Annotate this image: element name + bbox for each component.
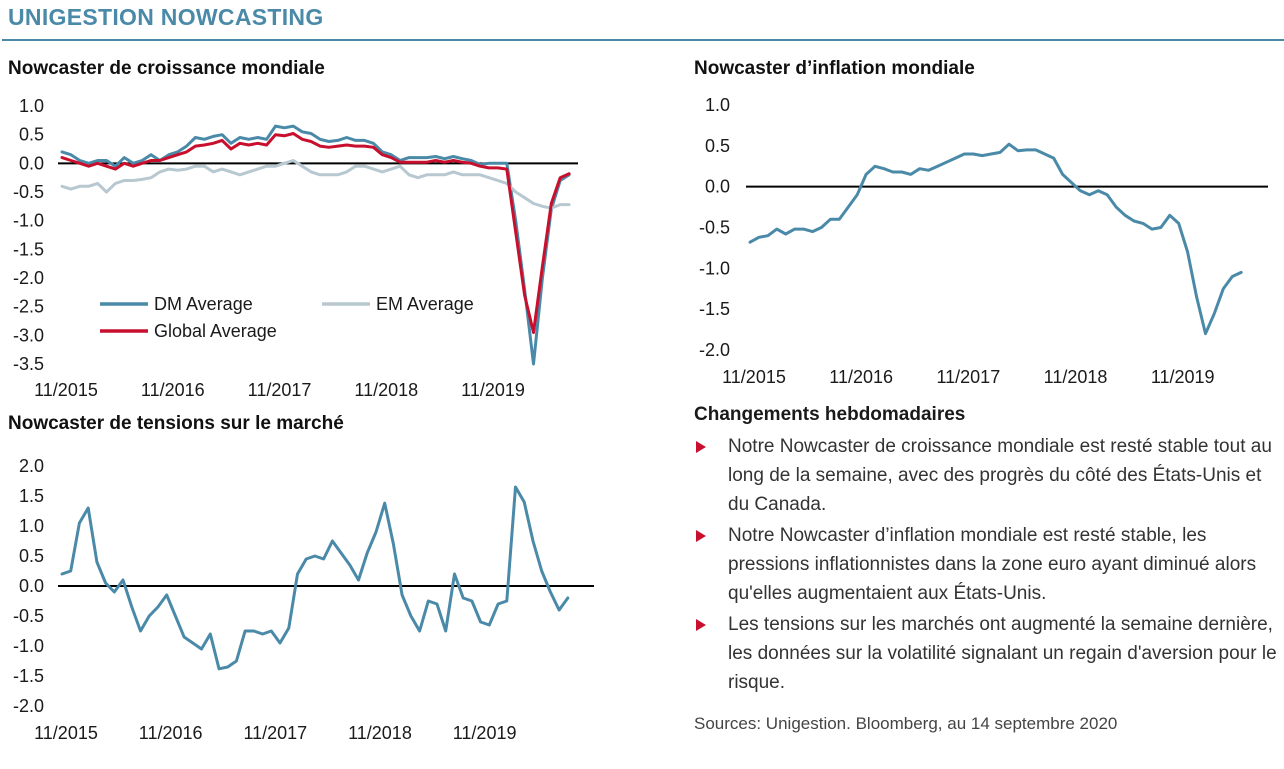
x-tick-label: 11/2017: [248, 380, 312, 400]
x-tick-label: 11/2015: [34, 380, 98, 400]
triangle-bullet-icon: [696, 619, 706, 631]
commentary-bullet: Les tensions sur les marchés ont augment…: [694, 610, 1284, 697]
triangle-bullet-icon: [696, 441, 706, 453]
y-tick-label: -1.0: [699, 258, 730, 278]
series-line-global-average: [60, 132, 571, 334]
commentary-bullet: Notre Nowcaster d’inflation mondiale est…: [694, 521, 1284, 608]
y-tick-label: 1.5: [19, 486, 44, 506]
series-line-dm-average: [60, 124, 571, 366]
x-tick-label: 11/2015: [34, 723, 98, 743]
tensions-chart-title: Nowcaster de tensions sur le marché: [8, 413, 344, 434]
x-tick-label: 11/2018: [1044, 367, 1108, 387]
growth-chart-title: Nowcaster de croissance mondiale: [8, 58, 325, 79]
series-line-inflation: [748, 142, 1243, 336]
commentary-text: Notre Nowcaster de croissance mondiale e…: [728, 436, 1272, 515]
legend-label-dm-average: DM Average: [154, 294, 253, 314]
y-tick-label: 1.0: [705, 95, 730, 115]
y-tick-label: -3.5: [13, 354, 44, 374]
x-tick-label: 11/2019: [1151, 367, 1215, 387]
sources-note: Sources: Unigestion. Bloomberg, au 14 se…: [694, 714, 1118, 733]
series-line-tensions: [60, 485, 570, 671]
y-tick-label: 0.0: [19, 576, 44, 596]
y-tick-label: -1.0: [13, 211, 44, 231]
tensions-chart: 2.0 1.5 1.0 0.5 0.0 -0.5 -1.0 -1.5 -2.0 11/2015 11…: [13, 456, 594, 743]
y-tick-label: -0.5: [699, 218, 730, 238]
series-line-em-average: [60, 159, 571, 210]
commentary-heading: Changements hebdomadaires: [694, 404, 966, 425]
x-tick-label: 11/2016: [141, 380, 205, 400]
y-tick-label: -0.5: [13, 606, 44, 626]
y-tick-label: 0.5: [19, 125, 44, 145]
y-tick-label: -2.0: [699, 340, 730, 360]
y-tick-label: -1.5: [13, 239, 44, 259]
y-tick-label: 0.5: [19, 546, 44, 566]
y-tick-label: -1.0: [13, 636, 44, 656]
y-tick-label: -2.0: [13, 268, 44, 288]
y-tick-label: -1.5: [13, 666, 44, 686]
x-tick-label: 11/2016: [139, 723, 203, 743]
y-tick-label: -3.0: [13, 325, 44, 345]
commentary-text: Notre Nowcaster d’inflation mondiale est…: [728, 525, 1257, 604]
y-tick-label: -0.5: [13, 182, 44, 202]
legend-label-global-average: Global Average: [154, 321, 277, 341]
y-tick-label: 1.0: [19, 516, 44, 536]
x-tick-label: 11/2019: [461, 380, 525, 400]
weekly-commentary: Changements hebdomadaires Notre Nowcaste…: [694, 404, 1284, 699]
y-tick-label: -1.5: [699, 299, 730, 319]
y-tick-label: -2.5: [13, 297, 44, 317]
commentary-bullet: Notre Nowcaster de croissance mondiale e…: [694, 432, 1284, 519]
y-tick-label: 2.0: [19, 456, 44, 476]
triangle-bullet-icon: [696, 530, 706, 542]
inflation-chart: 1.0 0.5 0.0 -0.5 -1.0 -1.5 -2.0 11/2015 11/2016 1…: [699, 95, 1268, 387]
legend-label-em-average: EM Average: [376, 294, 474, 314]
x-tick-label: 11/2018: [348, 723, 412, 743]
inflation-chart-title: Nowcaster d’inflation mondiale: [694, 58, 975, 79]
y-tick-label: -2.0: [13, 696, 44, 716]
y-tick-label: 1.0: [19, 96, 44, 116]
header-divider: [2, 39, 1284, 41]
y-tick-label: 0.5: [705, 136, 730, 156]
x-tick-label: 11/2016: [829, 367, 893, 387]
commentary-text: Les tensions sur les marchés ont augment…: [728, 614, 1277, 693]
y-tick-label: 0.0: [705, 177, 730, 197]
x-tick-label: 11/2017: [243, 723, 307, 743]
y-tick-label: 0.0: [19, 153, 44, 173]
page-title: UNIGESTION NOWCASTING: [8, 4, 324, 30]
x-tick-label: 11/2018: [354, 380, 418, 400]
x-tick-label: 11/2017: [936, 367, 1000, 387]
x-tick-label: 11/2015: [722, 367, 786, 387]
x-tick-label: 11/2019: [453, 723, 517, 743]
growth-chart: 1.0 0.5 0.0 -0.5 -1.0 -1.5 -2.0 -2.5 -3.0 -3.5 11/…: [13, 96, 578, 400]
